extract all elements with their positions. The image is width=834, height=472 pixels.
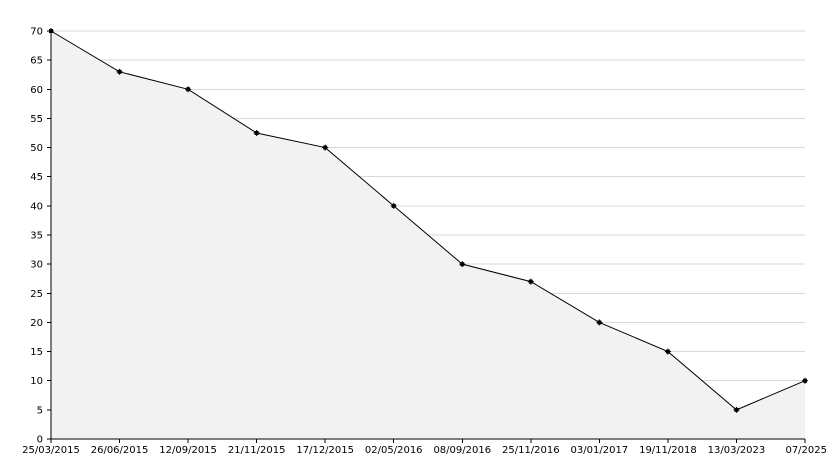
y-tick-label-50: 50 <box>30 143 43 154</box>
y-tick-label-60: 60 <box>30 85 43 96</box>
data-point-8 <box>596 319 603 326</box>
y-tick-label-55: 55 <box>30 114 43 125</box>
y-tick-label-20: 20 <box>30 318 43 329</box>
x-tick-label-0: 25/03/2015 <box>22 445 80 456</box>
data-point-6 <box>459 261 466 268</box>
data-point-3 <box>253 130 260 136</box>
x-axis-ticks: 25/03/2015 26/06/2015 12/09/2015 21/11/2015… <box>22 439 827 456</box>
x-tick-label-5: 02/05/2016 <box>365 445 423 456</box>
y-tick-label-10: 10 <box>30 376 43 387</box>
data-points <box>48 28 808 413</box>
axes <box>50 29 805 440</box>
data-point-10 <box>733 406 740 413</box>
y-tick-label-25: 25 <box>30 289 43 300</box>
x-tick-label-9: 19/11/2018 <box>639 445 697 456</box>
data-point-4 <box>322 144 329 151</box>
x-tick-label-1: 26/06/2015 <box>91 445 149 456</box>
x-tick-label-7: 25/11/2016 <box>502 445 560 456</box>
y-tick-label-15: 15 <box>30 347 43 358</box>
x-tick-label-11: 07/2025 <box>785 445 827 456</box>
y-tick-label-0: 0 <box>37 435 43 446</box>
y-tick-label-40: 40 <box>30 201 43 212</box>
data-point-1 <box>116 68 123 75</box>
data-point-7 <box>527 278 534 285</box>
data-point-5 <box>390 202 397 209</box>
series-line-layer <box>50 30 806 411</box>
x-tick-label-4: 17/12/2015 <box>296 445 354 456</box>
y-tick-label-70: 70 <box>30 27 43 38</box>
y-tick-label-30: 30 <box>30 260 43 271</box>
y-tick-label-35: 35 <box>30 231 43 242</box>
x-tick-label-10: 13/03/2023 <box>708 445 766 456</box>
data-point-9 <box>664 348 671 355</box>
data-point-2 <box>185 86 192 93</box>
y-tick-label-5: 5 <box>37 405 43 416</box>
y-axis-ticks: 0 5 10 15 20 25 30 35 40 45 50 55 60 65 70 <box>30 27 51 446</box>
x-tick-label-3: 21/11/2015 <box>228 445 286 456</box>
y-tick-label-45: 45 <box>30 172 43 183</box>
x-tick-label-6: 08/09/2016 <box>433 445 491 456</box>
x-tick-label-2: 12/09/2015 <box>159 445 217 456</box>
y-tick-label-65: 65 <box>30 56 43 67</box>
series-line <box>50 30 806 411</box>
x-tick-label-8: 03/01/2017 <box>571 445 629 456</box>
data-point-11 <box>802 377 808 384</box>
